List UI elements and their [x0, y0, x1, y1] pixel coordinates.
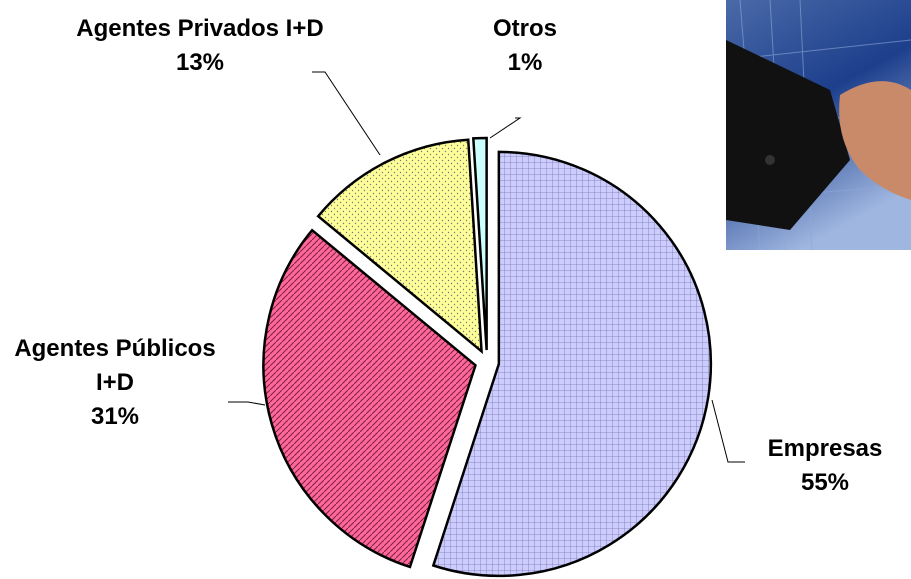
- data-label: Empresas 55%: [745, 432, 905, 500]
- data-label: Agentes Privados I+D 13%: [75, 12, 325, 80]
- photo: [725, 0, 911, 251]
- pie-slice: [431, 150, 713, 578]
- value-label: 13%: [175, 49, 225, 76]
- data-label: Otros 1%: [445, 12, 605, 80]
- category-label: Agentes Privados I+D: [76, 15, 324, 42]
- value-label: 1%: [507, 49, 543, 76]
- leader-line: [711, 399, 745, 463]
- category-label: Empresas: [767, 435, 883, 462]
- pie-slice: [262, 228, 477, 569]
- pie-slice: [316, 138, 483, 355]
- category-label: Agentes Públicos I+D: [14, 335, 216, 396]
- leader-line: [489, 117, 522, 139]
- data-label: Agentes Públicos I+D 31%: [5, 332, 225, 434]
- leader-line: [228, 401, 266, 406]
- value-label: 31%: [90, 403, 140, 430]
- value-label: 55%: [800, 469, 850, 496]
- category-label: Otros: [492, 15, 557, 42]
- leader-line: [312, 71, 381, 156]
- pie-slice: [471, 136, 488, 351]
